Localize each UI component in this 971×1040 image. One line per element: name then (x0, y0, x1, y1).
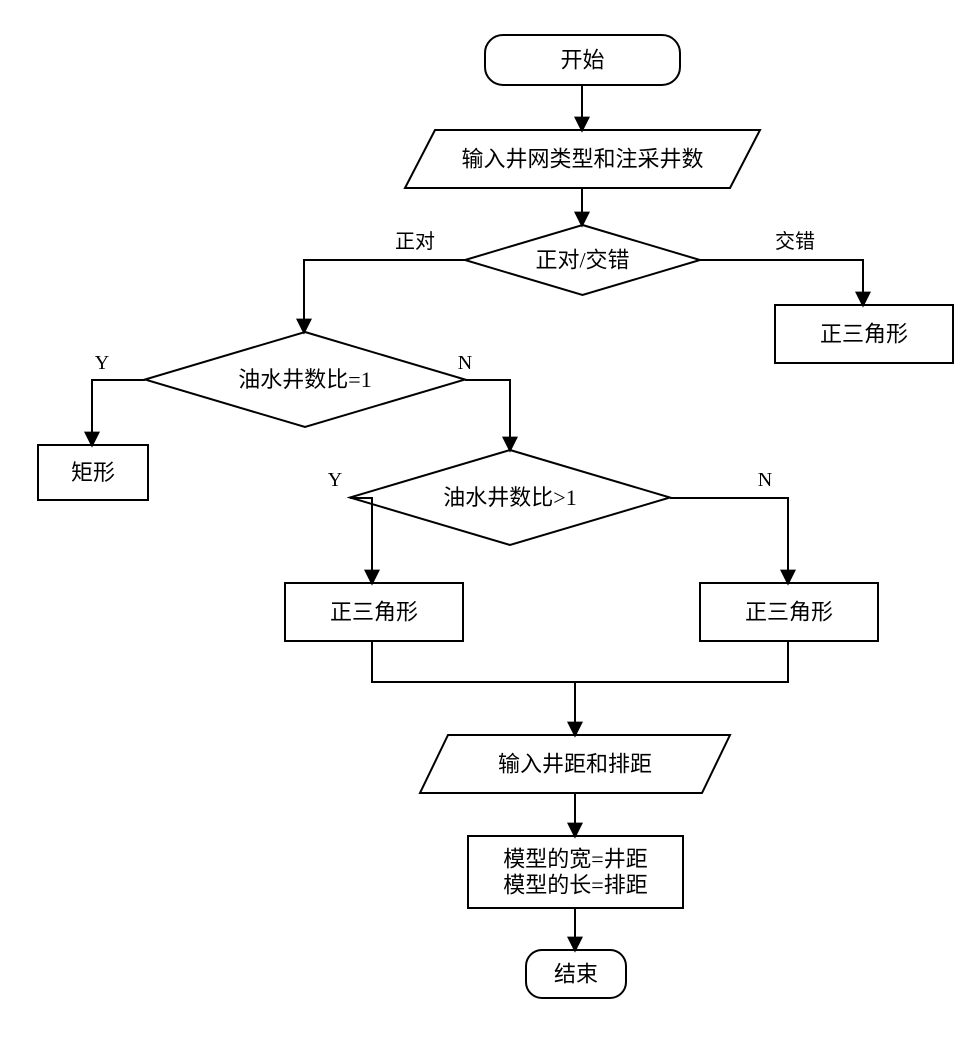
label-input1: 输入井网类型和注采井数 (461, 147, 703, 172)
edge-6 (350, 498, 372, 583)
edge-4 (92, 380, 145, 445)
edge-2 (700, 260, 863, 305)
edge-label-7: N (758, 469, 772, 491)
label-model-0: 模型的宽=井距 (503, 847, 647, 872)
label-tri2: 正三角形 (330, 600, 418, 625)
edge-3 (304, 260, 465, 332)
flowchart-canvas: 开始输入井网类型和注采井数正对/交错正三角形油水井数比=1矩形油水井数比>1正三… (20, 20, 971, 1020)
label-dec2: 油水井数比=1 (238, 367, 371, 392)
edge-label-3: 正对 (395, 230, 435, 253)
label-dec3: 油水井数比>1 (443, 485, 576, 510)
label-tri1: 正三角形 (820, 322, 908, 347)
label-tri3: 正三角形 (745, 600, 833, 625)
edge-9 (575, 641, 788, 682)
edge-5 (465, 380, 510, 450)
label-input2: 输入井距和排距 (498, 752, 652, 777)
label-start: 开始 (560, 48, 604, 73)
edge-label-4: Y (95, 352, 109, 374)
label-end: 结束 (554, 962, 598, 987)
label-dec1: 正对/交错 (535, 248, 629, 273)
edge-label-2: 交错 (775, 230, 815, 253)
edge-7 (670, 498, 788, 583)
edge-label-6: Y (328, 469, 342, 491)
label-model-1: 模型的长=排距 (503, 873, 647, 898)
edge-label-5: N (458, 352, 472, 374)
label-rect_jx: 矩形 (71, 460, 115, 485)
edge-8 (372, 641, 575, 682)
